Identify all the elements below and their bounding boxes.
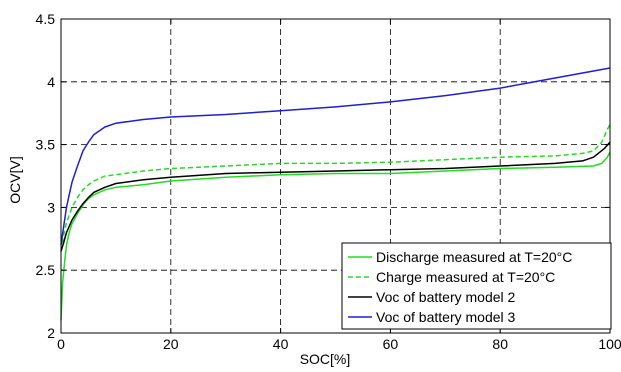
x-tick-label: 60 [383, 336, 399, 352]
legend-label: Charge measured at T=20°C [376, 269, 555, 285]
x-tick-label: 40 [273, 336, 289, 352]
x-tick-label: 20 [163, 336, 179, 352]
y-tick-label: 2.5 [36, 262, 56, 278]
legend-label: Discharge measured at T=20°C [376, 249, 572, 265]
x-tick-labels: 0 20 40 60 80 100 [57, 336, 621, 352]
plot-frame [60, 18, 611, 334]
y-tick-label: 2 [47, 325, 55, 341]
legend-label: Voc of battery model 2 [376, 289, 516, 305]
series-line-4 [60, 67, 611, 246]
y-tick-label: 3.5 [36, 137, 56, 153]
legend: Discharge measured at T=20°C Charge measu… [341, 242, 612, 330]
x-tick-label: 100 [598, 336, 621, 352]
y-tick-label: 3 [47, 199, 55, 215]
y-tick-label: 4.5 [36, 11, 56, 27]
x-tick-label: 80 [492, 336, 508, 352]
y-tick-labels: 2 2.5 3 3.5 4 4.5 [36, 11, 56, 341]
x-tick-label: 0 [57, 336, 65, 352]
y-tick-label: 4 [47, 74, 55, 90]
x-axis-label: SOC[%] [300, 351, 351, 367]
series-line-1 [60, 151, 611, 321]
series-line-2 [60, 124, 611, 252]
series-line-3 [60, 141, 611, 252]
plot-series [60, 67, 611, 321]
y-axis-label: OCV[V] [7, 156, 23, 203]
legend-label: Voc of battery model 3 [376, 309, 516, 325]
legend-box [341, 242, 612, 330]
